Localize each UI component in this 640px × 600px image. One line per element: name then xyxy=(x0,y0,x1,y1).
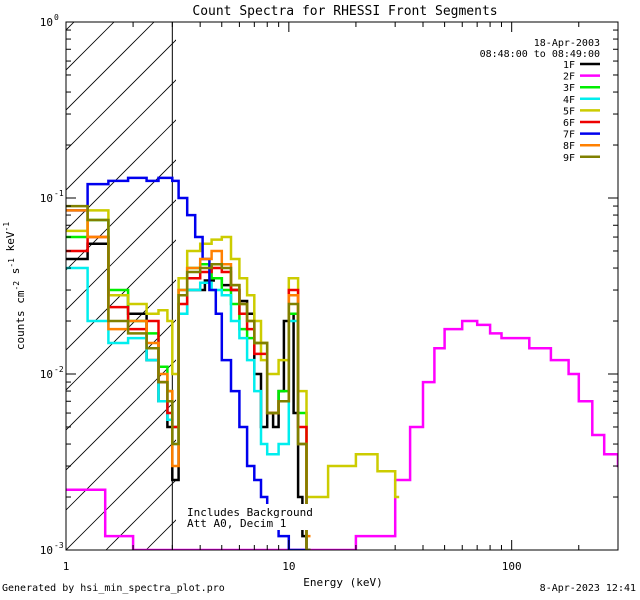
series-line-9F xyxy=(66,204,311,550)
hatch-line xyxy=(66,22,155,111)
axis-ticks xyxy=(65,22,619,551)
hatch-line xyxy=(66,279,176,391)
hatched-excluded-region xyxy=(66,0,640,550)
x-axis-label: Energy (keV) xyxy=(303,576,382,589)
legend-label-8F: 8F xyxy=(563,141,575,152)
y-tick-exponent: -2 xyxy=(54,365,64,374)
chart-title: Count Spectra for RHESSI Front Segments xyxy=(192,4,497,19)
y-tick-label: 10 xyxy=(40,16,53,29)
hatch-line xyxy=(66,119,176,231)
legend-label-1F: 1F xyxy=(563,60,575,71)
plot-frame xyxy=(65,21,619,551)
y-tick-exponent: -1 xyxy=(54,189,64,198)
annotation-background: Includes Background xyxy=(187,506,313,519)
legend-label-9F: 9F xyxy=(563,153,575,164)
x-tick-label: 100 xyxy=(502,560,522,573)
legend-label-3F: 3F xyxy=(563,83,575,94)
hatch-line xyxy=(66,359,176,471)
hatch-line xyxy=(66,39,176,151)
series-line-5F xyxy=(66,209,400,499)
y-tick-exponent: 0 xyxy=(54,13,59,22)
hatch-line xyxy=(66,199,176,311)
footer-generated-by: Generated by hsi_min_spectra_plot.pro xyxy=(2,583,225,594)
y-tick-label: 10 xyxy=(40,544,53,557)
legend-date: 18-Apr-2003 xyxy=(534,38,600,49)
x-tick-label: 10 xyxy=(282,560,295,573)
hatch-line xyxy=(66,439,176,550)
legend-time-range: 08:48:00 to 08:49:00 xyxy=(480,49,600,60)
legend-label-4F: 4F xyxy=(563,95,575,106)
legend-label-6F: 6F xyxy=(563,118,575,129)
y-tick-label: 10 xyxy=(40,192,53,205)
legend-label-5F: 5F xyxy=(563,106,575,117)
x-tick-label: 1 xyxy=(63,560,70,573)
y-axis-label: counts cm-2 s-1 keV-1 xyxy=(2,222,27,350)
hatch-line xyxy=(226,0,640,550)
y-tick-exponent: -3 xyxy=(54,541,64,550)
y-tick-label: 10 xyxy=(40,368,53,381)
annotation-attenuator: Att A0, Decim 1 xyxy=(187,517,286,530)
series-layer xyxy=(66,176,618,550)
hatch-line xyxy=(66,239,176,351)
series-line-2F xyxy=(66,319,618,550)
hatch-line xyxy=(66,399,176,511)
legend-label-2F: 2F xyxy=(563,72,575,83)
footer-timestamp: 8-Apr-2023 12:41 xyxy=(539,583,636,594)
annotation-backdrop xyxy=(184,504,312,530)
legend-label-7F: 7F xyxy=(563,130,575,141)
hatch-line xyxy=(66,319,176,431)
